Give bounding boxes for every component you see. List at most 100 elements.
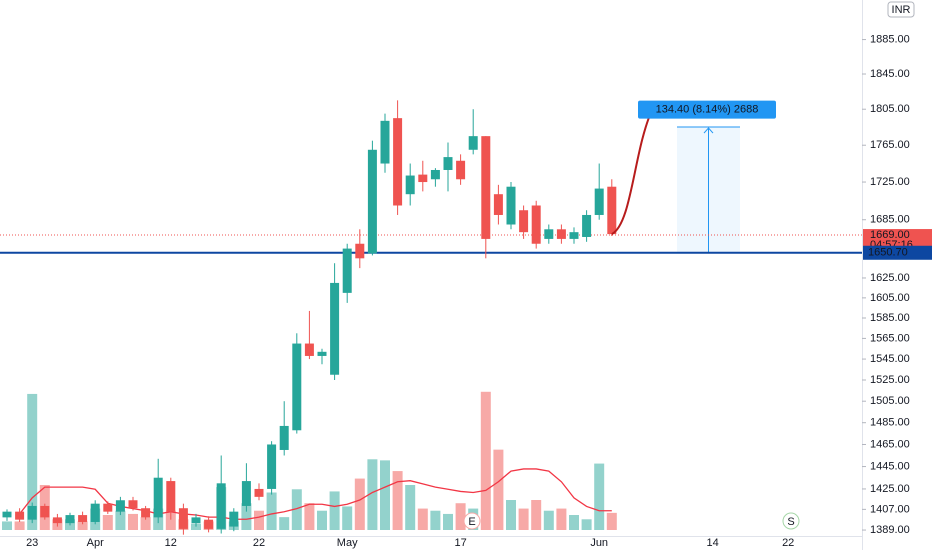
projection-label-bg	[638, 100, 776, 119]
candle-body	[456, 160, 466, 180]
volume-bar	[165, 510, 176, 530]
y-tick-label: 1389.00	[870, 524, 910, 536]
candle-body	[443, 157, 453, 170]
volume-bar	[354, 478, 365, 530]
candle-body	[191, 517, 201, 524]
volume-bar	[14, 521, 25, 530]
candle-body	[493, 194, 503, 215]
x-tick-label: 23	[26, 537, 38, 549]
x-tick-label: Apr	[87, 537, 104, 549]
candle-body	[481, 136, 491, 239]
volume-bar	[241, 503, 252, 530]
volume-bar	[455, 503, 466, 530]
volume-bar	[480, 391, 491, 530]
candle-body	[141, 508, 151, 518]
candle-body	[153, 477, 163, 518]
volume-bar	[531, 500, 542, 530]
y-tick-label: 1407.00	[870, 503, 910, 515]
volume-bar	[556, 508, 567, 530]
candle-body	[342, 248, 352, 293]
volume-bar	[569, 515, 579, 530]
candle-body	[279, 425, 289, 450]
y-tick-label: 1425.00	[870, 483, 910, 495]
candle-body	[40, 505, 50, 518]
y-tick-label: 1525.00	[870, 374, 910, 386]
candle-body	[2, 511, 12, 518]
volume-bar	[380, 460, 390, 530]
candle-body	[355, 243, 365, 259]
candle-body	[241, 481, 251, 506]
candle-body	[292, 343, 302, 431]
volume-bar	[594, 463, 605, 530]
y-tick-label: 1685.00	[870, 214, 910, 226]
y-tick-label: 1605.00	[870, 292, 910, 304]
candle-body	[531, 205, 541, 244]
volume-bar	[367, 459, 378, 530]
y-tick-label: 1725.00	[870, 176, 910, 188]
x-tick-label: 22	[253, 537, 265, 549]
x-tick-label: 12	[165, 537, 177, 549]
candle-body	[544, 229, 554, 239]
volume-bar	[417, 508, 428, 530]
last-price-label: 1669.00	[870, 229, 910, 241]
candle-body	[582, 214, 592, 237]
y-tick-label: 1805.00	[870, 103, 910, 115]
candle-body	[607, 186, 617, 235]
candle-body	[27, 505, 37, 520]
volume-bar	[27, 393, 38, 530]
volume-bar	[493, 449, 504, 530]
volume-bar	[543, 510, 554, 530]
volume-bar	[128, 513, 138, 530]
x-tick-label: May	[337, 537, 358, 549]
y-tick-label: 1505.00	[870, 395, 910, 407]
y-tick-label: 1465.00	[870, 438, 910, 450]
x-tick-label: 22	[782, 537, 794, 549]
candle-body	[380, 120, 390, 164]
candle-body	[317, 351, 327, 356]
candle-body	[166, 481, 176, 512]
candle-body	[103, 503, 113, 512]
candle-body	[556, 229, 566, 239]
y-tick-label: 1625.00	[870, 272, 910, 284]
candle-body	[15, 511, 25, 520]
volume-bar	[266, 492, 277, 530]
candle-body	[569, 232, 579, 239]
hline-badge	[863, 245, 932, 260]
volume-bar	[2, 521, 12, 530]
event-marker	[463, 512, 481, 530]
volume-bar	[191, 523, 201, 530]
y-tick-label: 1885.00	[870, 33, 910, 45]
currency-label: INR	[892, 4, 911, 16]
candle-body	[254, 488, 264, 497]
measure-arrowhead	[703, 127, 714, 134]
candle-body	[267, 444, 277, 489]
candle-body	[115, 500, 125, 512]
y-tick-label: 1845.00	[870, 68, 910, 80]
x-tick-label: 14	[706, 537, 718, 549]
candle-body	[304, 343, 314, 356]
candle-body	[468, 136, 478, 150]
volume-bar	[102, 515, 113, 530]
event-label: E	[468, 516, 475, 528]
volume-bar	[581, 519, 592, 530]
volume-bar	[279, 517, 290, 530]
candle-body	[78, 515, 88, 522]
x-tick-label: 17	[454, 537, 466, 549]
candle-body	[405, 175, 415, 195]
volume-bar	[506, 500, 516, 530]
volume-bar	[115, 510, 126, 530]
candle-body	[216, 483, 226, 529]
volume-bar	[430, 510, 441, 530]
volume-bar	[77, 521, 88, 530]
x-tick-label: Jun	[590, 537, 608, 549]
candle-body	[519, 210, 529, 233]
volume-bar	[342, 506, 353, 530]
candle-body	[229, 511, 239, 527]
candle-body	[506, 186, 516, 225]
volume-bar	[291, 489, 302, 530]
volume-bar	[606, 512, 617, 530]
event-label: S	[787, 516, 794, 528]
candle-body	[330, 282, 340, 375]
